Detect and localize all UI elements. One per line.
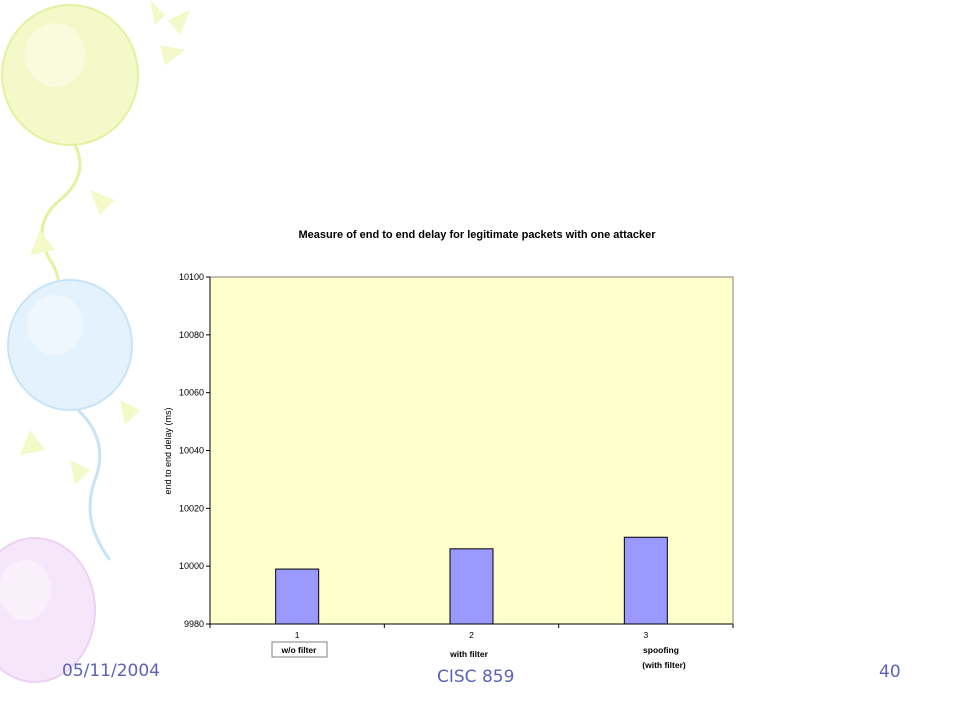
footer-date: 05/11/2004 bbox=[62, 661, 160, 681]
x-tick-label: 1 bbox=[295, 630, 300, 640]
pink-balloon-icon bbox=[0, 537, 96, 683]
y-ticks: 9980 10000 10020 10040 10060 10080 10100 bbox=[179, 272, 210, 629]
y-tick-label: 9980 bbox=[184, 619, 204, 629]
y-tick-label: 10020 bbox=[179, 503, 204, 513]
y-axis-label: end to end delay (ms) bbox=[163, 407, 173, 494]
annotation-spoofing: spoofing bbox=[643, 645, 679, 655]
annotation-wo-filter: w/o filter bbox=[281, 645, 318, 655]
annotation-box bbox=[271, 641, 328, 658]
yellow-balloon-icon bbox=[1, 0, 190, 321]
footer-course: CISC 859 bbox=[437, 667, 515, 687]
footer-page-number: 40 bbox=[879, 662, 901, 682]
bars bbox=[275, 536, 668, 625]
annotation-with-filter-2: (with filter) bbox=[642, 660, 686, 670]
x-tick-label: 3 bbox=[643, 630, 648, 640]
y-tick-label: 10060 bbox=[179, 388, 204, 398]
blue-balloon-icon bbox=[7, 279, 140, 561]
bar-1 bbox=[275, 568, 320, 625]
x-tick-label: 2 bbox=[469, 630, 474, 640]
y-tick-label: 10080 bbox=[179, 330, 204, 340]
y-tick-label: 10000 bbox=[179, 561, 204, 571]
y-tick-label: 10100 bbox=[179, 272, 204, 282]
x-ticks: 1 2 3 bbox=[209, 624, 734, 640]
bar-3 bbox=[623, 536, 668, 625]
chart-title: Measure of end to end delay for legitima… bbox=[299, 229, 657, 241]
bar-2 bbox=[449, 548, 494, 625]
y-tick-label: 10040 bbox=[179, 446, 204, 456]
annotation-with-filter: with filter bbox=[449, 649, 488, 659]
